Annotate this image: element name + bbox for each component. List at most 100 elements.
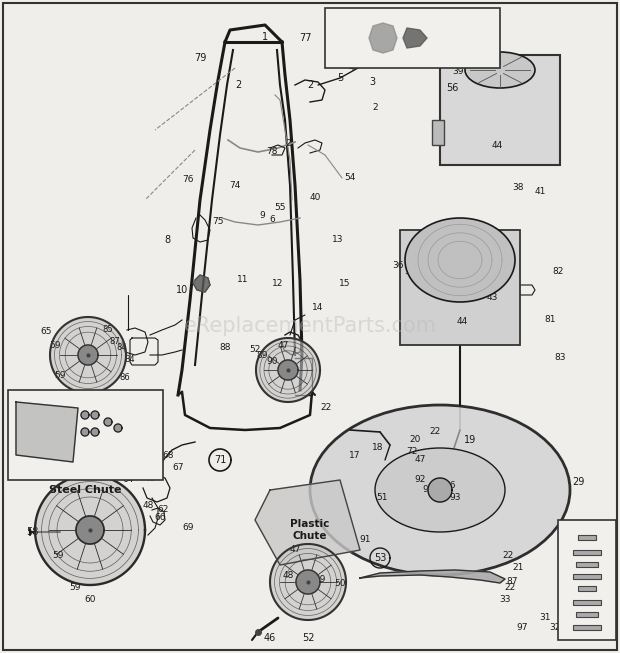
Text: 86: 86: [120, 374, 130, 383]
Text: 97: 97: [516, 624, 528, 633]
Text: 51: 51: [376, 494, 388, 503]
Text: 55: 55: [274, 204, 286, 212]
Text: eReplacementParts.com: eReplacementParts.com: [184, 316, 436, 336]
Text: 38: 38: [456, 44, 467, 52]
Polygon shape: [360, 570, 505, 583]
Polygon shape: [78, 345, 98, 365]
Polygon shape: [369, 23, 397, 53]
Text: 33: 33: [499, 596, 511, 605]
Bar: [432, 120, 444, 145]
Text: 75: 75: [212, 217, 224, 227]
Text: 91: 91: [359, 535, 371, 545]
Text: 22: 22: [502, 550, 513, 560]
Text: 39: 39: [411, 276, 423, 285]
Text: 38: 38: [512, 183, 524, 193]
Text: 55: 55: [454, 257, 466, 266]
Polygon shape: [114, 424, 122, 432]
Text: 20: 20: [409, 436, 421, 445]
Text: 59: 59: [69, 584, 81, 592]
Text: 9: 9: [259, 210, 265, 219]
Text: 5: 5: [337, 73, 343, 83]
Ellipse shape: [465, 52, 535, 88]
Text: 11: 11: [237, 276, 249, 285]
Text: 59: 59: [49, 340, 61, 349]
Polygon shape: [81, 411, 89, 419]
Text: 83: 83: [554, 353, 565, 362]
Text: 23: 23: [76, 407, 87, 417]
Polygon shape: [91, 411, 99, 419]
Text: 8: 8: [164, 235, 170, 245]
Bar: [558, 520, 616, 640]
Ellipse shape: [310, 405, 570, 575]
Bar: [440, 55, 560, 165]
Text: 53: 53: [374, 553, 386, 563]
Text: 10: 10: [176, 285, 188, 295]
Text: 49: 49: [314, 575, 326, 584]
Text: 84: 84: [117, 343, 127, 353]
Bar: [573, 574, 601, 579]
Text: 65: 65: [40, 328, 51, 336]
Polygon shape: [76, 516, 104, 544]
Text: 62: 62: [157, 505, 169, 515]
Text: 14: 14: [312, 304, 324, 313]
Bar: [576, 612, 598, 617]
Text: Steel Chute: Steel Chute: [49, 485, 122, 495]
Polygon shape: [256, 338, 320, 402]
Text: 17: 17: [349, 451, 361, 460]
Text: 41: 41: [534, 187, 546, 197]
Text: 22: 22: [321, 404, 332, 413]
Text: 70: 70: [499, 54, 511, 63]
Text: 66: 66: [154, 513, 166, 522]
Bar: [573, 625, 601, 630]
Text: 27: 27: [112, 421, 123, 430]
Bar: [576, 562, 598, 567]
Text: 36: 36: [392, 261, 404, 270]
Text: 45: 45: [482, 58, 494, 68]
Text: 67: 67: [172, 464, 184, 473]
Text: 31: 31: [539, 614, 551, 622]
Text: 46: 46: [264, 633, 276, 643]
Text: 65: 65: [119, 453, 131, 462]
Polygon shape: [91, 428, 99, 436]
Text: 60: 60: [60, 390, 71, 400]
Bar: [573, 600, 601, 605]
Text: 74: 74: [229, 180, 241, 189]
Text: 2: 2: [372, 103, 378, 112]
Text: 84: 84: [125, 355, 135, 364]
Text: 52: 52: [249, 345, 260, 355]
Polygon shape: [35, 475, 145, 585]
Text: 63: 63: [117, 466, 128, 475]
Polygon shape: [270, 544, 346, 620]
Bar: [325, 8, 500, 68]
Polygon shape: [50, 317, 126, 393]
Text: 56: 56: [446, 83, 458, 93]
Ellipse shape: [405, 218, 515, 302]
Text: 40: 40: [309, 193, 321, 202]
Text: 26: 26: [100, 415, 112, 424]
Text: 22: 22: [430, 428, 441, 436]
Bar: [400, 230, 520, 345]
Text: 2: 2: [285, 138, 291, 148]
Text: 81: 81: [544, 315, 556, 325]
Text: 35: 35: [8, 426, 20, 434]
Polygon shape: [403, 28, 427, 48]
Text: 79: 79: [194, 53, 206, 63]
Text: 93: 93: [450, 492, 461, 502]
Text: 54: 54: [344, 174, 356, 182]
Text: 60: 60: [84, 596, 95, 605]
Text: 47: 47: [277, 340, 289, 349]
Text: 32: 32: [549, 624, 560, 633]
Polygon shape: [104, 418, 112, 426]
Text: 37: 37: [404, 268, 416, 276]
Text: 96: 96: [445, 481, 456, 490]
Text: 57: 57: [432, 479, 445, 489]
Text: 59: 59: [55, 370, 66, 379]
Text: 76: 76: [182, 176, 193, 185]
Text: 28: 28: [117, 430, 128, 439]
Text: 59: 59: [52, 550, 64, 560]
Text: 48: 48: [143, 500, 154, 509]
Text: 87: 87: [507, 577, 518, 586]
Bar: [8, 390, 163, 480]
Text: 64: 64: [122, 475, 134, 485]
Text: 88: 88: [219, 343, 231, 353]
